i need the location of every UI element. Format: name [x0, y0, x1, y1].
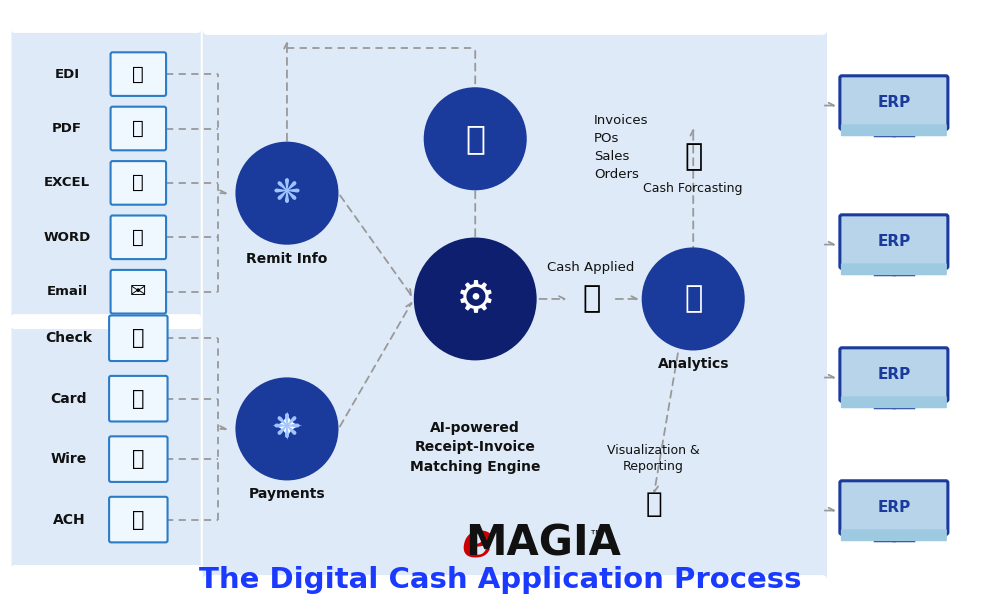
Text: 🪙: 🪙 [582, 284, 600, 314]
Text: 📋: 📋 [465, 122, 485, 156]
FancyBboxPatch shape [840, 215, 948, 268]
FancyBboxPatch shape [841, 124, 947, 136]
FancyBboxPatch shape [840, 348, 948, 401]
Text: Payments: Payments [249, 487, 325, 501]
FancyBboxPatch shape [111, 161, 166, 205]
Text: Email: Email [46, 285, 88, 298]
Text: e: e [461, 519, 493, 569]
Text: 🏛: 🏛 [132, 509, 145, 529]
FancyBboxPatch shape [841, 396, 947, 408]
Circle shape [642, 248, 745, 351]
Text: ERP: ERP [877, 367, 911, 382]
Text: 📊: 📊 [132, 173, 144, 192]
Text: Cash Applied: Cash Applied [547, 260, 635, 274]
Circle shape [424, 87, 527, 190]
Text: WORD: WORD [43, 231, 91, 244]
Text: Wire: Wire [51, 452, 87, 466]
Text: 🖥: 🖥 [645, 490, 662, 518]
Text: ERP: ERP [877, 234, 911, 249]
Text: ACH: ACH [53, 512, 85, 526]
Text: 📝: 📝 [132, 228, 144, 247]
FancyBboxPatch shape [109, 497, 168, 542]
FancyBboxPatch shape [203, 30, 827, 580]
Text: ERP: ERP [877, 500, 911, 515]
Text: Analytics: Analytics [657, 357, 729, 371]
Text: ❋: ❋ [273, 412, 301, 445]
Text: EXCEL: EXCEL [44, 176, 90, 189]
Circle shape [235, 142, 338, 245]
FancyBboxPatch shape [840, 481, 948, 534]
Text: 🖥: 🖥 [132, 65, 144, 84]
Text: Card: Card [51, 392, 87, 406]
Text: Remit Info: Remit Info [246, 251, 328, 265]
Text: 📋: 📋 [132, 328, 145, 348]
Text: 💳: 💳 [132, 389, 145, 409]
Text: ™: ™ [588, 528, 604, 544]
Text: Cash Forcasting: Cash Forcasting [643, 182, 743, 195]
Text: ❋: ❋ [273, 177, 301, 210]
Text: AI-powered
Receipt-Invoice
Matching Engine: AI-powered Receipt-Invoice Matching Engi… [410, 420, 540, 473]
Text: ✦: ✦ [271, 410, 303, 448]
FancyBboxPatch shape [109, 376, 168, 422]
Text: 📈: 📈 [684, 284, 702, 314]
FancyBboxPatch shape [840, 76, 948, 129]
Text: ERP: ERP [877, 95, 911, 110]
Text: 📄: 📄 [132, 119, 144, 138]
Text: 💻: 💻 [132, 449, 145, 469]
Text: MAGIA: MAGIA [465, 523, 621, 565]
Text: PDF: PDF [52, 122, 82, 135]
FancyBboxPatch shape [841, 529, 947, 541]
Text: Invoices
POs
Sales
Orders: Invoices POs Sales Orders [594, 114, 649, 181]
Text: Check: Check [45, 331, 92, 345]
Text: The Digital Cash Application Process: The Digital Cash Application Process [199, 566, 801, 594]
Text: EDI: EDI [54, 68, 80, 81]
FancyBboxPatch shape [109, 436, 168, 482]
Text: Visualization &
Reporting: Visualization & Reporting [607, 444, 700, 473]
FancyBboxPatch shape [11, 30, 201, 317]
FancyBboxPatch shape [111, 270, 166, 314]
FancyBboxPatch shape [111, 215, 166, 259]
FancyBboxPatch shape [111, 107, 166, 150]
Text: 💵: 💵 [684, 142, 702, 171]
FancyBboxPatch shape [111, 52, 166, 96]
Text: ✉️: ✉️ [130, 282, 147, 301]
FancyBboxPatch shape [841, 264, 947, 275]
FancyBboxPatch shape [109, 315, 168, 361]
Circle shape [414, 237, 537, 361]
Text: ⚙: ⚙ [455, 278, 495, 320]
FancyBboxPatch shape [11, 326, 201, 568]
Circle shape [235, 378, 338, 481]
